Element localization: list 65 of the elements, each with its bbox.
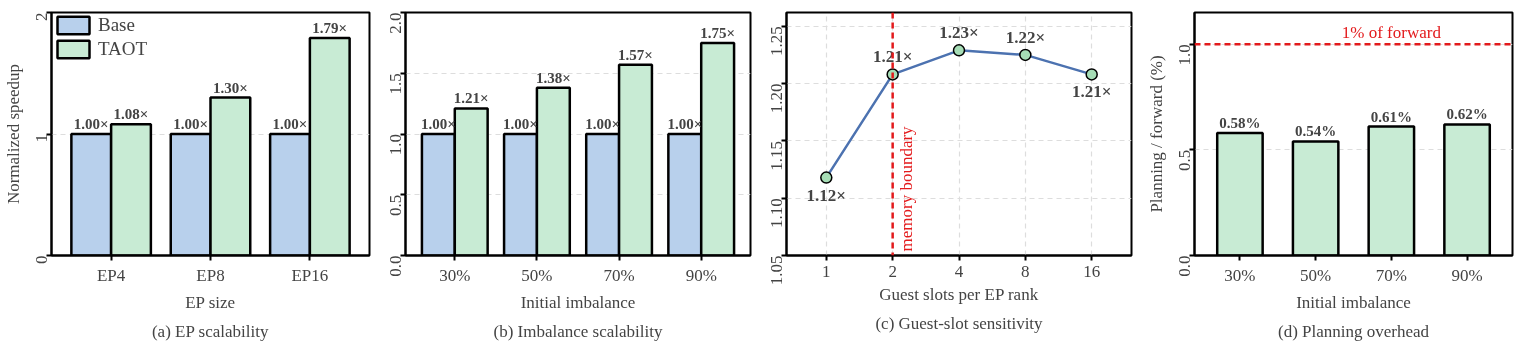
x-tick-label: EP4 — [96, 265, 126, 285]
data-label: 1.21× — [872, 47, 913, 67]
data-label: 1.00× — [272, 116, 308, 132]
y-tick-label: 1 — [32, 134, 51, 143]
data-label: 0.54% — [1295, 123, 1337, 140]
y-tick-label: 0 — [32, 255, 51, 264]
x-tick-label: 50% — [521, 265, 553, 285]
data-label: 0.61% — [1370, 108, 1412, 125]
y-tick-label: 1.20 — [767, 83, 786, 114]
data-label: 1.23× — [939, 23, 979, 43]
data-label: 1.21× — [1071, 82, 1112, 102]
legend-label: TAOT — [98, 38, 148, 60]
x-tick-label: 2 — [888, 261, 897, 281]
data-label: 1.12× — [806, 185, 847, 205]
y-tick-label: 1.25 — [767, 26, 786, 56]
ref-line-label: memory boundary — [896, 125, 916, 252]
x-tick-label: 70% — [603, 265, 635, 285]
x-axis-title: Initial imbalance — [1296, 292, 1411, 312]
data-label: 1.22× — [1005, 27, 1046, 47]
data-label: 1.57× — [618, 46, 653, 63]
y-tick-label: 1.0 — [386, 134, 405, 156]
x-tick-label: 30% — [1224, 265, 1256, 285]
x-tick-label: 50% — [1300, 265, 1332, 285]
data-label: 1.08× — [113, 106, 149, 123]
text: (b) Imbalance scalability — [493, 321, 663, 341]
x-tick-label: 4 — [954, 261, 964, 281]
x-tick-label: 30% — [439, 265, 471, 285]
y-axis-title: Normalized speedup — [3, 63, 23, 205]
data-label: 1.79× — [312, 20, 348, 37]
x-tick-label: EP8 — [196, 265, 225, 285]
x-tick-label: 16 — [1083, 261, 1101, 281]
text: (a) EP scalability — [151, 321, 269, 341]
y-tick-label: 0.0 — [386, 255, 405, 277]
data-label: 0.62% — [1446, 106, 1488, 123]
data-label: 1.75× — [700, 24, 736, 41]
data-label: 1.00× — [73, 116, 109, 132]
text: (d) Planning overhead — [1277, 321, 1430, 341]
legend-label: Base — [98, 14, 135, 36]
data-label: 1.30× — [212, 79, 248, 96]
y-tick-label: 1.0 — [1175, 44, 1194, 66]
x-tick-label: 1 — [822, 261, 831, 281]
x-axis-title: EP size — [185, 292, 236, 312]
data-label: 0.58% — [1219, 114, 1261, 131]
y-tick-label: 0.0 — [1175, 255, 1194, 277]
data-label: 1.38× — [535, 69, 571, 86]
x-tick-label: 70% — [1375, 265, 1407, 285]
y-tick-label: 1.10 — [767, 198, 786, 228]
x-tick-label: 90% — [685, 265, 717, 285]
data-label: 1.00× — [173, 116, 209, 132]
data-label: 1.21× — [453, 90, 489, 107]
y-tick-label: 1.05 — [767, 255, 786, 286]
y-tick-label: 1.5 — [386, 73, 405, 95]
y-tick-label: 2.0 — [386, 12, 405, 34]
text: (c) Guest-slot sensitivity — [875, 313, 1044, 333]
y-tick-label: 2 — [32, 12, 51, 21]
y-tick-label: 0.5 — [1175, 149, 1194, 172]
y-tick-label: 1.15 — [767, 140, 786, 171]
x-tick-label: 8 — [1021, 261, 1030, 281]
y-axis-title: Planning / forward (%) — [1146, 55, 1166, 213]
x-axis-title: Initial imbalance — [520, 292, 636, 312]
ref-line-label: 1% of forward — [1341, 23, 1442, 43]
x-tick-label: EP16 — [291, 265, 329, 285]
x-tick-label: 90% — [1451, 265, 1483, 285]
y-tick-label: 0.5 — [386, 194, 405, 216]
x-axis-title: Guest slots per EP rank — [879, 284, 1039, 304]
